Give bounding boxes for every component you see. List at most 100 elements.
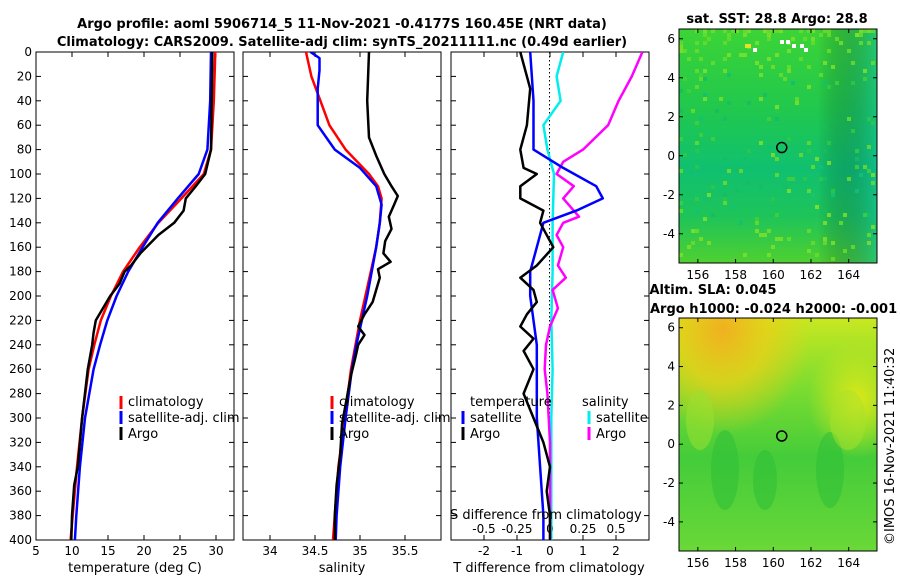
sst-pixel [755, 41, 759, 45]
sst-pixel [719, 97, 723, 101]
sst-pixel [859, 33, 863, 37]
sst-pixel [679, 169, 683, 173]
sla-map-bands [686, 390, 866, 510]
sst-cloud-pixel [753, 48, 757, 52]
sst-pixel [831, 241, 835, 245]
sst-pixel [847, 49, 851, 53]
sst-pixel [699, 237, 703, 241]
depth-tick-label: 120 [9, 191, 32, 205]
salinity-lines [304, 52, 400, 540]
sst-pixel [823, 61, 827, 65]
sst-pixel [835, 37, 839, 41]
sst-map-ticks: 156 158 160 162 164 6 4 2 0 -2 -4 [663, 29, 877, 282]
sst-pixel [755, 217, 759, 221]
sst-pixel [695, 229, 699, 233]
sla-lat-label: 0 [667, 437, 675, 451]
sst-pixel [735, 29, 739, 33]
sst-pixel [807, 65, 811, 69]
depth-tick-label: 340 [9, 460, 32, 474]
sst-pixel [843, 213, 847, 217]
sst-cloud-pixel [804, 48, 808, 52]
sst-pixel [683, 153, 687, 157]
sst-pixel [867, 29, 871, 33]
sst-pixel [767, 229, 771, 233]
sst-pixel [723, 181, 727, 185]
sst-pixel [695, 209, 699, 213]
sst-pixel [767, 253, 771, 257]
difference-lines [519, 52, 644, 540]
sst-pixel [699, 73, 703, 77]
depth-tick-label: 260 [9, 362, 32, 376]
sla-lon-label: 162 [800, 556, 823, 570]
sla-map-panel: Altim. SLA: 0.045 Argo h1000: -0.024 h20… [650, 283, 898, 570]
depth-tick-label: 400 [9, 533, 32, 547]
temperature-panel: 0 20 40 60 80 100 120 140 160 180 200 220 240 260 280 3… [9, 45, 240, 576]
sst-pixel [743, 53, 747, 57]
sal-legend-climatology: climatology [339, 395, 415, 410]
depth-tick-label: 140 [9, 216, 32, 230]
sst-pixel [767, 57, 771, 61]
sst-pixel [823, 125, 827, 129]
sst-pixel [815, 253, 819, 257]
s-difference-tick-label: 0.5 [606, 522, 625, 536]
sst-pixel [759, 185, 763, 189]
salinity-axes [242, 51, 442, 541]
sst-pixel [847, 117, 851, 121]
sla-argo-marker [776, 430, 788, 442]
sst-pixel [707, 37, 711, 41]
sst-pixel [679, 209, 683, 213]
sst-pixel [711, 137, 715, 141]
sst-pixel [703, 29, 707, 33]
sst-pixel [823, 221, 827, 225]
depth-tick-label: 40 [17, 94, 32, 108]
sst-pixel [775, 105, 779, 109]
sst-pixel [831, 193, 835, 197]
sst-pixel [871, 225, 875, 229]
sst-pixel [731, 205, 735, 209]
sst-pixel [767, 37, 771, 41]
sst-pixel [787, 189, 791, 193]
sst-pixel [775, 237, 779, 241]
depth-tick-label: 360 [9, 484, 32, 498]
temperature-x-ticks: 5 10 15 20 25 30 [32, 52, 224, 558]
sst-pixel [695, 197, 699, 201]
sst-pixel [795, 97, 799, 101]
sst-pixel [867, 233, 871, 237]
sal-legend-argo: Argo [339, 427, 369, 442]
sla-map-title-line1: Altim. SLA: 0.045 [650, 283, 777, 298]
sst-pixel [771, 153, 775, 157]
sst-pixel [723, 201, 727, 205]
sst-pixel [747, 149, 751, 153]
sst-pixel [699, 117, 703, 121]
sst-pixel [723, 41, 727, 45]
sst-pixel [727, 73, 731, 77]
sst-pixel [771, 65, 775, 69]
sst-pixel [807, 149, 811, 153]
diff-legend-temp-satellite: satellite [470, 411, 522, 426]
sst-pixel [859, 41, 863, 45]
sst-lat-label: 0 [667, 149, 675, 163]
sst-cloud-pixel [800, 44, 804, 48]
sst-pixel [767, 117, 771, 121]
sst-pixel [807, 249, 811, 253]
sst-pixel [855, 189, 859, 193]
sst-lat-label: 6 [667, 32, 675, 46]
sla-band-5 [830, 390, 866, 450]
sst-pixel [727, 101, 731, 105]
sst-pixel [863, 69, 867, 73]
sst-pixel [707, 241, 711, 245]
sst-pixel [819, 165, 823, 169]
sst-pixel [727, 53, 731, 57]
sst-pixel [811, 29, 815, 33]
sst-pixel [839, 221, 843, 225]
sst-pixel [759, 65, 763, 69]
sst-pixel [807, 229, 811, 233]
sst-pixel [823, 81, 827, 85]
difference-y-ticks [451, 51, 649, 541]
sst-pixel [867, 41, 871, 45]
sst-map-speckles [679, 29, 875, 261]
temperature-xtick-label: 15 [100, 544, 115, 558]
sla-lon-label: 158 [724, 556, 747, 570]
sst-pixel [859, 29, 863, 33]
sst-pixel [687, 89, 691, 93]
